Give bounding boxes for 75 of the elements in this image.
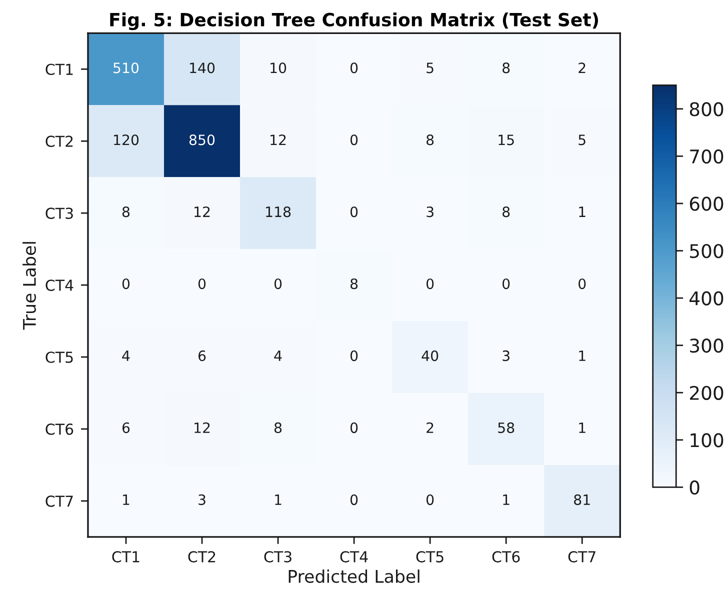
color-bar-label: 100 bbox=[690, 433, 724, 448]
data-label: 1 bbox=[503, 494, 510, 505]
data-label: 1 bbox=[579, 422, 586, 433]
x-axis-title: Predicted Label bbox=[288, 570, 420, 583]
x-tick-label: CT4 bbox=[340, 551, 368, 562]
y-tick-label: CT6 bbox=[46, 424, 74, 435]
data-label: 81 bbox=[574, 494, 590, 506]
data-label: 0 bbox=[578, 278, 586, 290]
data-label: 0 bbox=[274, 278, 282, 290]
data-label: 5 bbox=[578, 134, 586, 146]
data-label: 1 bbox=[579, 206, 586, 217]
data-label: 6 bbox=[198, 350, 206, 362]
x-tick-label: CT3 bbox=[264, 551, 292, 562]
data-label: 8 bbox=[426, 134, 434, 146]
y-tick-label: CT2 bbox=[46, 136, 73, 148]
data-label: 2 bbox=[578, 62, 586, 74]
color-bar-label: 200 bbox=[690, 386, 724, 400]
y-tick-label: CT3 bbox=[46, 208, 73, 219]
data-label: 8 bbox=[502, 206, 510, 218]
data-label: 0 bbox=[502, 278, 510, 290]
data-label: 0 bbox=[350, 350, 358, 362]
data-label: 5 bbox=[426, 62, 434, 74]
data-label: 3 bbox=[198, 494, 206, 506]
data-label: 12 bbox=[194, 422, 210, 433]
color-bar-label: 600 bbox=[690, 196, 724, 211]
data-label: 2 bbox=[426, 422, 434, 433]
data-label: 3 bbox=[502, 350, 510, 362]
data-label: 0 bbox=[122, 278, 130, 290]
color-bar-label: 0 bbox=[690, 480, 700, 495]
data-label: 0 bbox=[350, 494, 358, 506]
x-tick-label: CT5 bbox=[416, 551, 444, 562]
chart-title: Fig. 5: Decision Tree Confusion Matrix (Test Set) bbox=[110, 12, 598, 30]
color-bar-label: 400 bbox=[690, 291, 724, 306]
data-label: 118 bbox=[266, 206, 291, 218]
data-label: 0 bbox=[426, 494, 434, 506]
data-label: 0 bbox=[350, 206, 358, 218]
x-tick-label: CT2 bbox=[188, 551, 216, 562]
y-tick-label: CT7 bbox=[46, 496, 73, 507]
data-label: 58 bbox=[498, 422, 514, 434]
data-label: 140 bbox=[190, 62, 215, 74]
color-bar-label: 500 bbox=[690, 244, 724, 258]
y-tick-label: CT5 bbox=[46, 352, 73, 363]
color-bar-label: 700 bbox=[690, 149, 724, 164]
data-label: 3 bbox=[426, 206, 434, 218]
data-label: 1 bbox=[579, 350, 586, 361]
data-label: 8 bbox=[350, 278, 358, 290]
data-label: 8 bbox=[122, 206, 130, 218]
color-bar-label: 800 bbox=[690, 102, 724, 116]
y-tick-label: CT4 bbox=[46, 280, 74, 291]
data-label: 10 bbox=[270, 62, 286, 74]
data-label: 8 bbox=[502, 62, 510, 74]
y-axis-title: True Label bbox=[22, 242, 36, 330]
data-label: 120 bbox=[114, 134, 139, 146]
data-label: 0 bbox=[426, 278, 434, 290]
data-label: 510 bbox=[114, 62, 139, 74]
data-label: 1 bbox=[123, 494, 130, 505]
data-label: 1 bbox=[275, 494, 282, 505]
data-label: 4 bbox=[122, 350, 130, 361]
data-label: 6 bbox=[122, 422, 130, 434]
data-label: 0 bbox=[350, 134, 358, 146]
color-bar-label: 300 bbox=[690, 338, 724, 353]
data-label: 0 bbox=[350, 62, 358, 74]
data-label: 40 bbox=[422, 350, 438, 362]
data-label: 4 bbox=[274, 350, 282, 361]
data-label: 0 bbox=[198, 278, 206, 290]
data-label: 850 bbox=[189, 134, 215, 146]
data-label: 0 bbox=[350, 422, 358, 434]
x-tick-label: CT6 bbox=[492, 551, 520, 562]
data-label: 15 bbox=[498, 134, 514, 146]
x-tick-label: CT1 bbox=[112, 551, 140, 562]
data-label: 12 bbox=[270, 134, 286, 146]
y-tick-label: CT1 bbox=[46, 64, 73, 76]
data-label: 12 bbox=[194, 206, 210, 217]
data-label: 8 bbox=[274, 422, 282, 434]
x-tick-label: CT7 bbox=[568, 551, 596, 562]
